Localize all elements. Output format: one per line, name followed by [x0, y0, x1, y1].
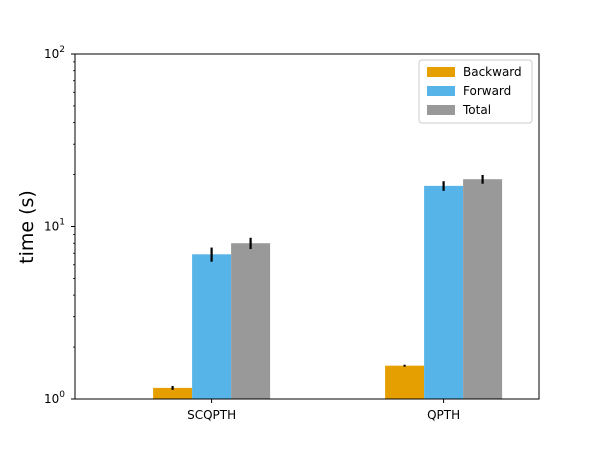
legend-swatch-total: [427, 105, 455, 115]
legend: Backward Forward Total: [418, 59, 533, 124]
bar-total-scqpth: [231, 243, 271, 399]
bar-backward-scqpth: [153, 387, 193, 399]
x-tick-label-qpth: QPTH: [427, 408, 460, 422]
y-tick-label-100: 102: [44, 45, 65, 61]
y-axis-ticks: 100 101 102: [44, 45, 75, 406]
legend-label-forward: Forward: [463, 84, 511, 98]
bars-layer: [153, 179, 503, 399]
legend-label-backward: Backward: [463, 65, 522, 79]
bar-total-qpth: [463, 179, 503, 399]
x-axis-ticks: SCQPTH QPTH: [187, 399, 460, 422]
legend-swatch-backward: [427, 67, 455, 77]
bar-backward-qpth: [385, 365, 425, 399]
y-tick-label-1: 100: [44, 390, 65, 406]
error-bars-layer: [171, 174, 484, 390]
y-axis-label: time (s): [16, 190, 38, 264]
bar-forward-qpth: [424, 185, 464, 399]
x-tick-label-scqpth: SCQPTH: [187, 408, 236, 422]
legend-swatch-forward: [427, 86, 455, 96]
bar-forward-scqpth: [192, 254, 232, 399]
y-tick-label-10: 101: [44, 218, 65, 234]
legend-label-total: Total: [462, 103, 491, 117]
